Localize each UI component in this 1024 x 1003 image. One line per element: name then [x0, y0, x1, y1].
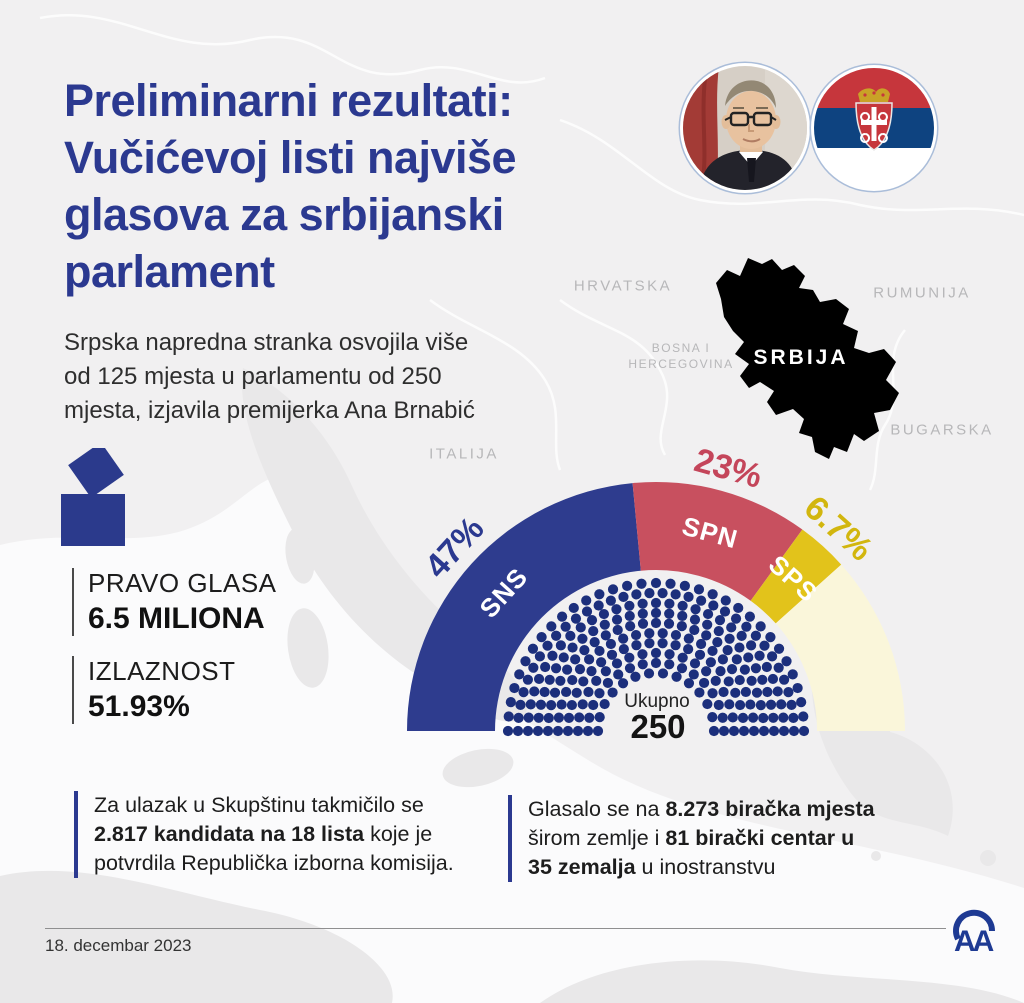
footer-date: 18. decembar 2023: [45, 936, 192, 955]
wedge-pct-sns: 47%: [417, 509, 492, 586]
glasses-left: [729, 111, 750, 127]
anadolu-agency-logo: AA: [953, 909, 997, 957]
wedge-pct-spn: 23%: [690, 440, 766, 496]
glasses-right: [752, 111, 773, 127]
map-label-bugarska: BUGARSKA: [890, 421, 994, 439]
note-line: Za ulazak u Skupštinu takmičilo se: [94, 793, 424, 817]
map-label-bosna: BOSNA I HERCEGOVINA: [628, 341, 734, 371]
note-polling-stations: Glasalo se na 8.273 biračka mjesta širom …: [508, 795, 875, 882]
note-line: potvrdila Republička izborna komisija.: [94, 851, 454, 875]
svg-text:AA: AA: [954, 925, 994, 957]
note-line: širom zemlje i 81 birački centar u: [528, 826, 855, 850]
stat-eligible-voters: PRAVO GLASA 6.5 MILIONA: [72, 568, 277, 636]
map-label-italija: ITALIJA: [429, 445, 499, 463]
wedge-name-sps: SPS: [763, 548, 825, 608]
note-candidates: Za ulazak u Skupštinu takmičilo se 2.817 …: [74, 791, 454, 878]
wedge-SPN: [632, 481, 803, 601]
wedge-name-sns: SNS: [473, 561, 535, 624]
map-label-srbija: SRBIJA: [753, 346, 849, 369]
wedge-pct-sps: 6.7%: [796, 488, 880, 569]
page-subtitle: Srpska napredna stranka osvojila više od…: [64, 329, 475, 424]
page-title: Preliminarni rezultati: Vučićevoj listi …: [64, 75, 517, 297]
stat-label: PRAVO GLASA: [88, 568, 277, 598]
coat-of-arms: [855, 88, 893, 151]
map-label-rumunija: RUMUNIJA: [873, 284, 971, 302]
hair: [725, 80, 776, 108]
shirt: [739, 148, 763, 166]
chart-center-label: Ukupno: [624, 691, 690, 712]
ballot-paper: [68, 448, 124, 498]
ballot-box-icon: [61, 448, 125, 546]
note-line: 35 zemalja u inostranstvu: [528, 855, 776, 879]
flag-backdrop: [683, 66, 719, 190]
chart-center-value: 250: [630, 708, 686, 745]
stat-value: 6.5 MILIONA: [88, 602, 265, 635]
wedge-SNS: [407, 483, 641, 731]
footer-divider: [45, 928, 946, 929]
ballot-box: [61, 494, 125, 546]
stat-value: 51.93%: [88, 690, 190, 723]
vucic-portrait-photo: [683, 66, 807, 190]
tie: [747, 158, 756, 182]
wedge-SPS: [750, 529, 842, 624]
note-line: Glasalo se na 8.273 biračka mjesta: [528, 797, 875, 821]
serbia-flag-badge: [814, 68, 934, 188]
note-line: 2.817 kandidata na 18 lista koje je: [94, 822, 433, 846]
wedge-name-spn: SPN: [679, 510, 742, 555]
stat-turnout: IZLAZNOST 51.93%: [72, 656, 236, 724]
map-label-hrvatska: HRVATSKA: [573, 277, 673, 295]
wedge-others: [775, 564, 905, 731]
stat-label: IZLAZNOST: [88, 656, 236, 686]
face: [726, 91, 776, 149]
